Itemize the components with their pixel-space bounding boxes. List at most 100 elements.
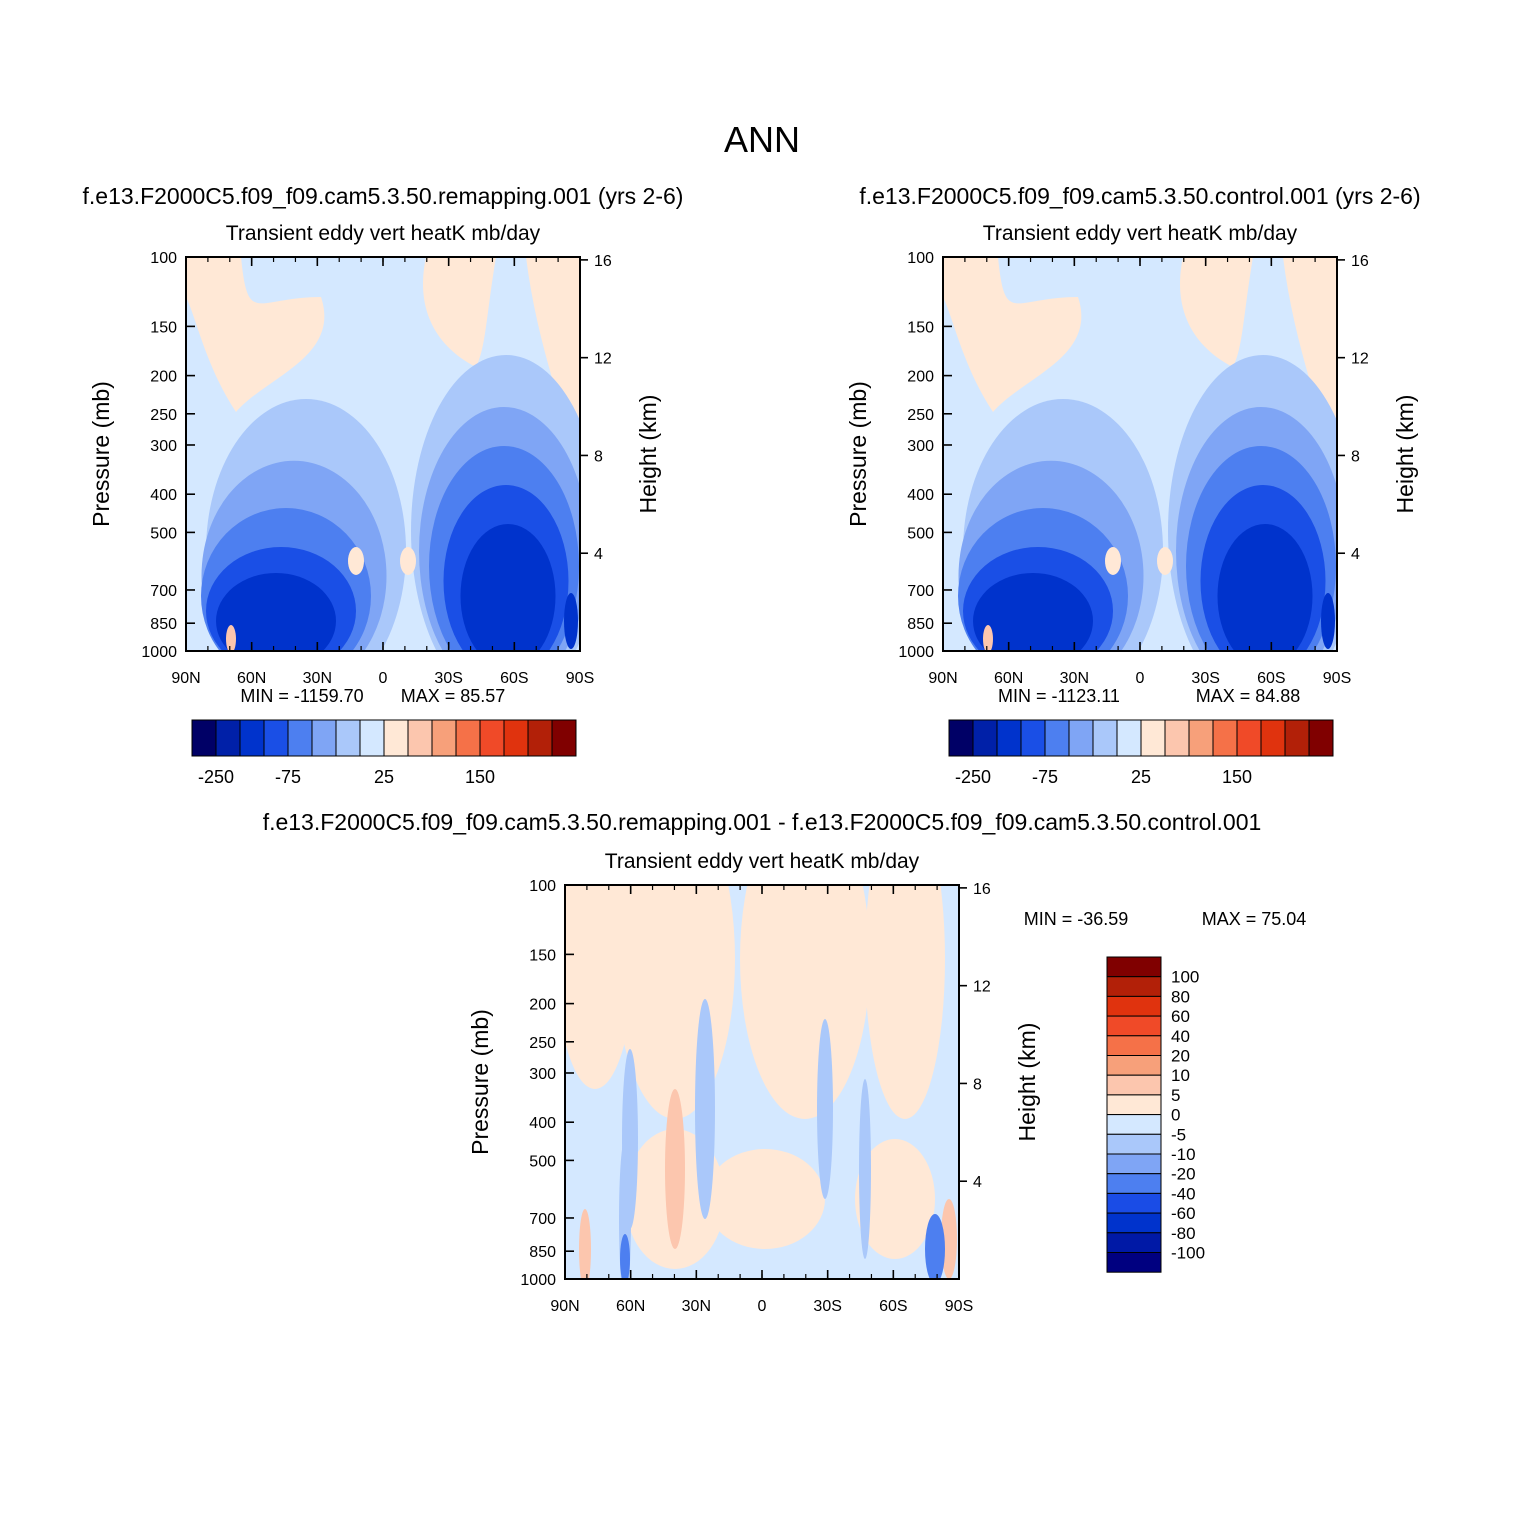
y-right-tick-label: 8 xyxy=(1351,448,1360,465)
colorbar-swatch xyxy=(1140,719,1166,757)
colorbar-label: 60 xyxy=(1171,1007,1190,1026)
x-tick-label: 0 xyxy=(1136,670,1145,687)
colorbar-label: -60 xyxy=(1171,1204,1196,1223)
colorbar-swatch xyxy=(1116,719,1142,757)
y-tick-label: 150 xyxy=(150,319,177,336)
colorbar-swatch xyxy=(1106,1035,1162,1057)
field-contour-warm-upper xyxy=(1179,257,1253,367)
x-tick-label: 0 xyxy=(379,670,388,687)
x-tick-label: 30N xyxy=(682,1298,711,1315)
colorbar-swatch xyxy=(383,719,409,757)
max-label-control: MAX = 84.88 xyxy=(1196,686,1301,706)
colorbar-swatch xyxy=(1106,1252,1162,1273)
colorbar-swatch xyxy=(455,719,481,757)
field-contour-cold-edge xyxy=(564,593,578,649)
colorbar-swatch xyxy=(1068,719,1094,757)
field-contour-warm-nh xyxy=(186,257,325,412)
x-tick-label: 60N xyxy=(237,670,266,687)
y-tick-label: 500 xyxy=(150,525,177,542)
y-tick-label: 700 xyxy=(150,583,177,600)
colorbar-swatch xyxy=(1212,719,1238,757)
colorbar-swatch xyxy=(479,719,505,757)
colorbar-label: -10 xyxy=(1171,1145,1196,1164)
colorbar-remapping: -250 -75 25 150 xyxy=(191,719,577,787)
field-contour-cold-strong xyxy=(925,1214,945,1279)
max-label-remapping: MAX = 85.57 xyxy=(401,686,506,706)
min-label-remapping: MIN = -1159.70 xyxy=(240,686,363,706)
axes-remapping: 90N 60N 30N 0 30S 60S 90S 100 150 200 250 300 400 500… xyxy=(88,250,661,687)
y-tick-label: 850 xyxy=(907,616,934,633)
y-right-tick-label: 4 xyxy=(594,546,603,563)
y-axis-label: Pressure (mb) xyxy=(88,381,114,527)
colorbar-label: 25 xyxy=(374,767,394,787)
y-tick-label: 250 xyxy=(907,407,934,424)
y-right-tick-label: 16 xyxy=(1351,253,1369,270)
y-tick-label: 300 xyxy=(529,1066,556,1083)
colorbar-swatch xyxy=(948,719,974,757)
colorbar-control: -250 -75 25 150 xyxy=(948,719,1334,787)
min-label-difference: MIN = -36.59 xyxy=(1024,909,1129,929)
colorbar-label: -5 xyxy=(1171,1125,1186,1144)
y-tick-label: 200 xyxy=(529,997,556,1014)
colorbar-swatch xyxy=(311,719,337,757)
y-right-tick-label: 8 xyxy=(594,448,603,465)
y-tick-label: 200 xyxy=(907,369,934,386)
colorbar-label: -250 xyxy=(955,767,991,787)
colorbar-swatch xyxy=(1092,719,1118,757)
colorbar-swatch xyxy=(527,719,553,757)
colorbar-swatch xyxy=(1106,1055,1162,1076)
colorbar-swatch xyxy=(1106,956,1162,978)
colorbar-swatch xyxy=(551,719,577,757)
y-right-tick-label: 16 xyxy=(594,253,612,270)
panel-difference: f.e13.F2000C5.f09_f09.cam5.3.50.remappin… xyxy=(263,809,1307,1315)
case-title-control: f.e13.F2000C5.f09_f09.cam5.3.50.control.… xyxy=(859,183,1420,209)
colorbar-swatch xyxy=(407,719,433,757)
colorbar-label: 150 xyxy=(465,767,495,787)
y-right-tick-label: 4 xyxy=(1351,546,1360,563)
field-contour-warm-spot xyxy=(348,547,364,575)
case-title-difference: f.e13.F2000C5.f09_f09.cam5.3.50.remappin… xyxy=(263,809,1262,835)
field-contour-cold-nh xyxy=(216,573,336,651)
y-right-tick-label: 16 xyxy=(973,881,991,898)
field-contour-cold-sh xyxy=(460,524,556,651)
x-tick-label: 90N xyxy=(550,1298,579,1315)
y-right-axis-label: Height (km) xyxy=(1392,395,1418,514)
colorbar-swatch xyxy=(287,719,313,757)
colorbar-swatch xyxy=(431,719,457,757)
field-contour-warm-spot xyxy=(983,625,993,651)
y-tick-label: 100 xyxy=(907,250,934,267)
field-contour-warm-upper xyxy=(422,257,496,367)
y-tick-label: 200 xyxy=(150,369,177,386)
colorbar-label: -20 xyxy=(1171,1165,1196,1184)
colorbar-label: 5 xyxy=(1171,1086,1180,1105)
panel-remapping: f.e13.F2000C5.f09_f09.cam5.3.50.remappin… xyxy=(83,183,684,787)
colorbar-swatch xyxy=(503,719,529,757)
colorbar-swatch xyxy=(1106,995,1162,1017)
y-tick-label: 250 xyxy=(529,1035,556,1052)
y-tick-label: 500 xyxy=(529,1153,556,1170)
y-right-tick-label: 12 xyxy=(1351,351,1369,368)
colorbar-swatch xyxy=(1308,719,1334,757)
x-tick-label: 60N xyxy=(616,1298,645,1315)
x-tick-label: 30N xyxy=(303,670,332,687)
field-contour-cold xyxy=(695,999,715,1219)
colorbar-label: 100 xyxy=(1171,968,1199,987)
field-contour-warm-strong xyxy=(579,1209,591,1279)
colorbar-label: 80 xyxy=(1171,987,1190,1006)
y-tick-label: 100 xyxy=(529,878,556,895)
field-contour-warm-spot xyxy=(400,547,416,575)
y-tick-label: 100 xyxy=(150,250,177,267)
variable-title-difference: Transient eddy vert heatK mb/day xyxy=(605,850,920,873)
colorbar-swatch xyxy=(1106,1232,1162,1254)
colorbar-swatch xyxy=(1236,719,1262,757)
variable-title-remapping: Transient eddy vert heatK mb/day xyxy=(226,222,541,245)
y-right-axis-label: Height (km) xyxy=(635,395,661,514)
colorbar-swatch xyxy=(1106,1173,1162,1194)
y-tick-label: 850 xyxy=(150,616,177,633)
x-tick-label: 90N xyxy=(171,670,200,687)
y-right-tick-label: 12 xyxy=(973,979,991,996)
colorbar-swatch xyxy=(1106,1153,1162,1175)
axes-control: 90N 60N 30N 0 30S 60S 90S 100 150 200 250 300 400 500… xyxy=(845,250,1418,687)
